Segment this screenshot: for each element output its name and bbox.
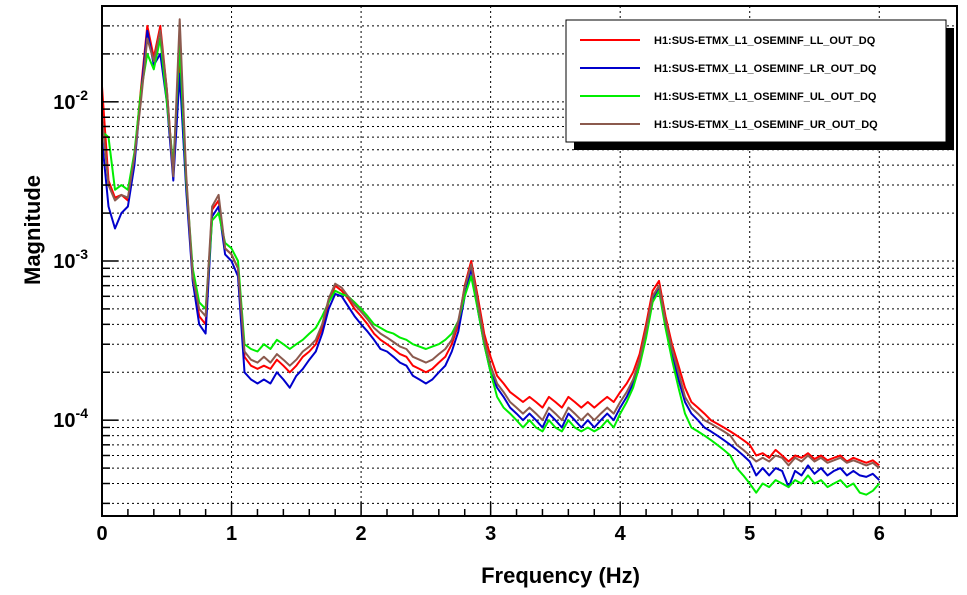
legend-label: H1:SUS-ETMX_L1_OSEMINF_UR_OUT_DQ bbox=[654, 119, 878, 131]
series-layer bbox=[102, 18, 881, 496]
legend: H1:SUS-ETMX_L1_OSEMINF_LL_OUT_DQ H1:SUS-E… bbox=[565, 19, 954, 150]
x-tick-label: 4 bbox=[615, 523, 627, 545]
legend-items: H1:SUS-ETMX_L1_OSEMINF_LL_OUT_DQ H1:SUS-E… bbox=[580, 35, 878, 131]
legend-label: H1:SUS-ETMX_L1_OSEMINF_LL_OUT_DQ bbox=[654, 35, 876, 47]
x-axis-title: Frequency (Hz) bbox=[481, 563, 640, 588]
x-tick-label: 3 bbox=[485, 523, 496, 545]
series-line-4 bbox=[102, 18, 880, 469]
legend-label: H1:SUS-ETMX_L1_OSEMINF_UL_OUT_DQ bbox=[654, 91, 877, 103]
x-tick-label: 1 bbox=[226, 523, 237, 545]
series-line-3 bbox=[102, 37, 881, 496]
y-tick-label: 10-3 bbox=[53, 246, 88, 273]
x-tick-label: 6 bbox=[874, 523, 885, 545]
y-axis-title: Magnitude bbox=[20, 175, 45, 285]
x-tick-label: 0 bbox=[96, 523, 107, 545]
x-tick-label: 5 bbox=[744, 523, 755, 545]
legend-label: H1:SUS-ETMX_L1_OSEMINF_LR_OUT_DQ bbox=[654, 63, 877, 75]
x-tick-label: 2 bbox=[356, 523, 367, 545]
tick-layer: 0 1 2 3 4 5 6 10-4 10-3 10-2 bbox=[53, 5, 958, 545]
y-tick-label: 10-4 bbox=[53, 405, 88, 432]
y-tick-label: 10-2 bbox=[53, 87, 88, 114]
